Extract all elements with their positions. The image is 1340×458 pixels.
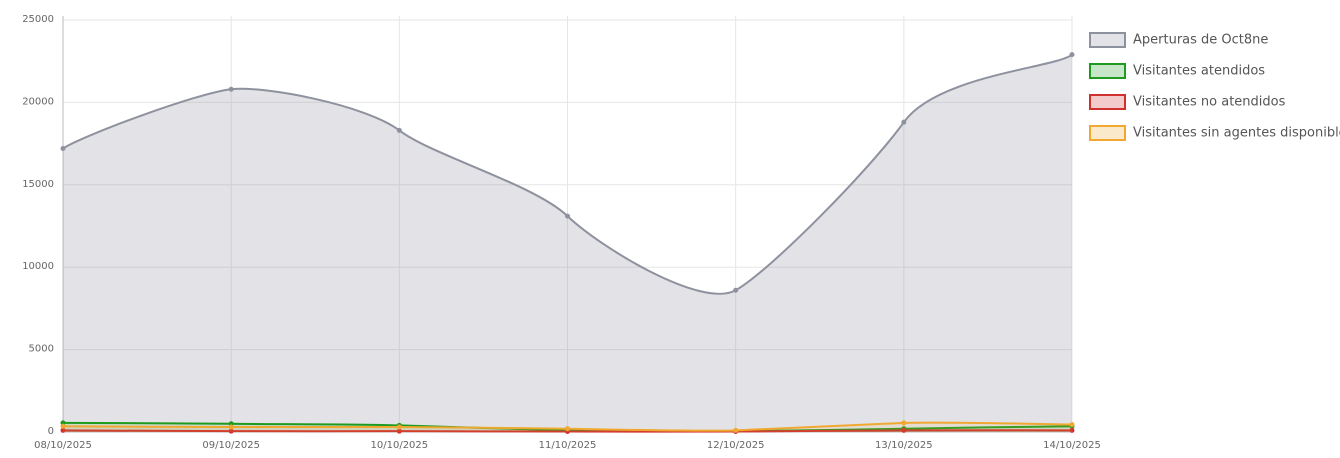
x-tick-label: 10/10/2025	[371, 440, 429, 451]
data-point	[901, 420, 907, 426]
legend-label: Visitantes atendidos	[1133, 64, 1265, 79]
x-tick-label: 09/10/2025	[202, 440, 260, 451]
y-tick-label: 20000	[22, 96, 54, 107]
data-point	[565, 426, 570, 432]
series-area	[63, 422, 1072, 432]
data-point	[901, 119, 907, 125]
data-point	[228, 86, 234, 92]
x-tick-label: 08/10/2025	[34, 440, 92, 451]
y-tick-label: 5000	[29, 344, 54, 355]
data-point	[60, 423, 66, 429]
data-point	[733, 287, 739, 293]
legend-swatch	[1089, 125, 1126, 141]
legend-label: Visitantes no atendidos	[1133, 95, 1286, 110]
x-tick-label: 12/10/2025	[707, 440, 765, 451]
data-point	[565, 213, 570, 219]
legend-swatch	[1089, 94, 1126, 110]
data-point	[396, 127, 402, 133]
data-point	[396, 428, 402, 434]
data-point	[60, 146, 66, 152]
data-point	[1069, 422, 1075, 428]
data-point	[228, 424, 234, 430]
data-point	[1069, 427, 1075, 433]
data-point	[901, 427, 907, 433]
y-tick-label: 25000	[22, 14, 54, 25]
data-point	[60, 427, 66, 433]
data-point	[396, 424, 402, 430]
legend-swatch	[1089, 32, 1126, 48]
y-tick-label: 0	[48, 426, 54, 437]
legend-swatch	[1089, 63, 1126, 79]
x-tick-label: 14/10/2025	[1043, 440, 1101, 451]
series-area	[63, 54, 1072, 432]
legend-label: Visitantes sin agentes disponibles	[1133, 126, 1340, 141]
legend-label: Aperturas de Oct8ne	[1133, 33, 1268, 48]
x-tick-label: 11/10/2025	[539, 440, 597, 451]
x-tick-label: 13/10/2025	[875, 440, 933, 451]
y-tick-label: 15000	[22, 179, 54, 190]
data-point	[733, 427, 739, 433]
data-point	[228, 428, 234, 434]
y-tick-label: 10000	[22, 261, 54, 272]
data-point	[1069, 52, 1075, 58]
